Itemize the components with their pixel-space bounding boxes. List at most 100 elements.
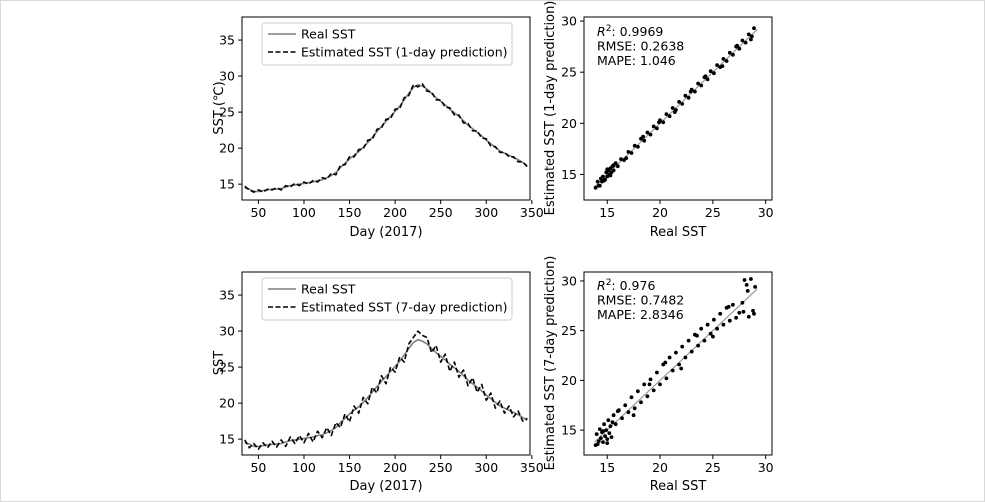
scatter-1day-xlabel: Real SST	[650, 225, 707, 240]
scatter-point	[746, 32, 751, 37]
stat-rmse: RMSE: 0.2638	[597, 39, 684, 54]
y-tick-label: 25	[561, 65, 577, 80]
scatter-7day-stats: R2: 0.976 RMSE: 0.7482 MAPE: 2.8346	[597, 278, 684, 322]
scatter-point	[734, 315, 738, 320]
scatter-point	[724, 59, 729, 63]
legend-box	[261, 22, 513, 66]
scatter-point	[683, 355, 688, 360]
scatter-1day-ylabel: Estimated SST (1-day prediction)	[543, 1, 558, 216]
legend-label-estimated: Estimated SST (7-day prediction)	[301, 300, 508, 315]
y-tick-label: 15	[219, 432, 235, 447]
y-tick-label: 15	[219, 177, 235, 192]
timeseries-7day-legend: Real SST Estimated SST (7-day prediction…	[261, 277, 513, 321]
series-line-estimated	[244, 83, 528, 193]
scatter-point	[737, 310, 742, 315]
x-tick-label: 15	[599, 205, 615, 220]
timeseries-1day-legend: Real SST Estimated SST (1-day prediction…	[261, 22, 513, 66]
y-tick-label: 20	[561, 373, 577, 388]
axes-frame	[583, 271, 773, 456]
scatter-point	[664, 112, 669, 116]
axes-frame	[241, 271, 531, 456]
scatter-point	[753, 285, 757, 289]
y-tick-label: 25	[219, 105, 235, 120]
scatter-point	[721, 322, 726, 327]
scatter-point	[743, 40, 748, 45]
scatter-point	[672, 110, 677, 114]
x-tick-label: 250	[429, 460, 453, 475]
timeseries-7day-plot-area: 50 100 150 200 250 300 350 15 20 25 30 35	[219, 271, 544, 475]
scatter-point	[705, 77, 710, 82]
scatter-point	[608, 424, 613, 429]
y-tick-label: 15	[561, 423, 577, 438]
scatter-point	[702, 338, 707, 343]
y-tick-label: 20	[219, 141, 235, 156]
scatter-point	[664, 376, 669, 381]
legend-label-real: Real SST	[301, 282, 356, 297]
scatter-point	[619, 157, 623, 162]
scatter-point	[605, 437, 610, 441]
scatter-point	[597, 183, 602, 188]
panel-scatter-7day: 15 20 25 30 15 20 25 30 Real SST Estimated SST …	[543, 256, 774, 494]
scatter-point	[611, 413, 616, 418]
stat-mape: MAPE: 1.046	[597, 53, 676, 68]
scatter-point	[595, 442, 600, 446]
scatter-point	[595, 179, 600, 184]
scatter-point	[601, 174, 605, 179]
scatter-point	[626, 150, 631, 154]
scatter-point	[737, 46, 742, 51]
scatter-point	[667, 355, 672, 360]
x-tick-label: 350	[520, 205, 544, 220]
scatter-point	[657, 120, 661, 125]
scatter-point	[626, 410, 631, 415]
scatter-point	[647, 382, 652, 387]
y-tick-label: 30	[219, 69, 235, 84]
y-tick-label: 25	[219, 360, 235, 375]
scatter-point	[601, 440, 605, 444]
scatter-point	[679, 366, 684, 371]
scatter-point	[645, 394, 650, 399]
scatter-point	[604, 428, 609, 432]
scatter-point	[677, 100, 681, 104]
scatter-1day-plot-area: 15 20 25 30 15 20 25 30	[561, 14, 774, 220]
scatter-point	[642, 382, 647, 387]
scatter-point	[613, 422, 618, 427]
panel-timeseries-7day: 50 100 150 200 250 300 350 15 20 25 30 35 Day (2017…	[212, 271, 544, 494]
scatter-point	[602, 178, 606, 183]
scatter-point	[651, 124, 656, 129]
scatter-point	[740, 38, 745, 43]
x-tick-label: 25	[705, 205, 721, 220]
scatter-point	[731, 52, 735, 57]
y-tick-label: 20	[219, 396, 235, 411]
timeseries-1day-plot-area: 50 100 150 200 250 300 350 15 20 25 30 35	[219, 16, 544, 220]
scatter-7day-xlabel: Real SST	[650, 479, 707, 494]
scatter-point	[680, 344, 685, 349]
scatter-point	[740, 300, 745, 305]
scatter-point	[749, 277, 753, 281]
scatter-point	[712, 317, 716, 322]
scatter-point	[746, 314, 751, 319]
scatter-point	[708, 331, 713, 336]
scatter-point	[596, 439, 601, 443]
scatter-point	[658, 382, 662, 387]
scatter-point	[636, 389, 640, 394]
scatter-point	[696, 81, 700, 86]
scatter-point	[632, 406, 637, 411]
x-tick-label: 350	[520, 460, 544, 475]
scatter-point	[727, 50, 732, 55]
stat-r2: R2: 0.976	[597, 278, 655, 293]
y-tick-label: 30	[561, 14, 577, 29]
scatter-point	[629, 395, 634, 400]
scatter-point	[693, 89, 697, 94]
scatter-point	[727, 318, 732, 323]
scatter-point	[606, 418, 611, 423]
stat-rmse: RMSE: 0.7482	[597, 293, 684, 308]
stat-mape: MAPE: 2.8346	[597, 307, 684, 322]
x-tick-label: 150	[338, 460, 362, 475]
x-tick-label: 200	[383, 205, 407, 220]
y-tick-label: 35	[219, 288, 235, 303]
axes-frame	[241, 16, 531, 201]
x-tick-label: 15	[599, 460, 615, 475]
x-tick-label: 150	[338, 205, 362, 220]
scatter-point	[648, 132, 653, 137]
